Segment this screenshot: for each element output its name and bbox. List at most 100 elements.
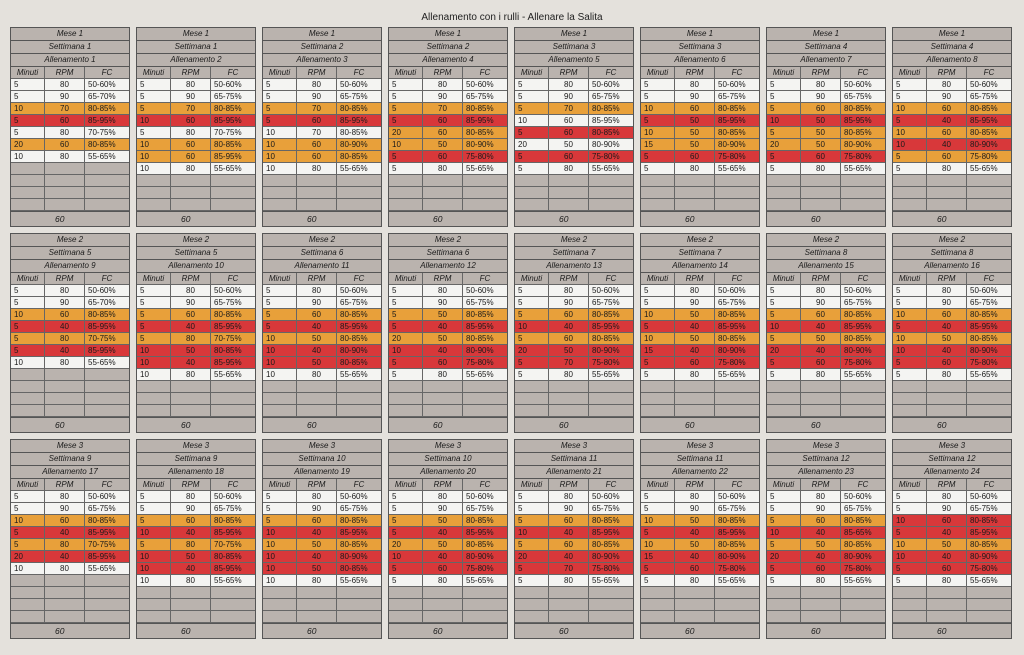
card-allenamento: Allenamento 4 — [389, 54, 507, 67]
cell-fc: 55-65% — [340, 576, 368, 585]
table-row: 5 90 65-75% — [263, 297, 381, 309]
empty-cell — [767, 175, 801, 186]
empty-cell — [641, 405, 675, 416]
table-row: 5 50 80-85% — [389, 515, 507, 527]
cell-fc: 55-65% — [844, 576, 872, 585]
col-header-rpm: RPM — [927, 67, 967, 78]
table-row: 20 40 80-90% — [767, 551, 885, 563]
empty-row — [641, 199, 759, 211]
col-header-rpm: RPM — [423, 67, 463, 78]
table-row: 5 60 75-80% — [641, 357, 759, 369]
cell-fc: 55-65% — [466, 370, 494, 379]
empty-cell — [423, 587, 463, 598]
empty-row — [515, 599, 633, 611]
workout-card: Mese 2 Settimana 7 Allenamento 14 Minuti RPM… — [640, 233, 760, 433]
empty-cell — [641, 199, 675, 210]
empty-cell — [137, 199, 171, 210]
cell-minuti: 5 — [767, 503, 801, 514]
cell-fc: 80-85% — [466, 310, 494, 319]
card-settimana: Settimana 3 — [515, 41, 633, 54]
cell-rpm: 50 — [171, 345, 211, 356]
cell-rpm: 50 — [675, 309, 715, 320]
empty-row — [11, 393, 129, 405]
empty-cell — [893, 199, 927, 210]
cell-minuti: 5 — [641, 91, 675, 102]
col-header-minuti: Minuti — [389, 273, 423, 284]
table-row: 5 80 55-65% — [641, 369, 759, 381]
cell-minuti: 15 — [641, 139, 675, 150]
empty-cell — [767, 393, 801, 404]
cell-rpm: 40 — [801, 345, 841, 356]
empty-row — [641, 381, 759, 393]
cell-minuti: 20 — [767, 139, 801, 150]
table-row: 5 70 80-85% — [389, 103, 507, 115]
cell-rpm: 80 — [423, 79, 463, 90]
cell-minuti: 5 — [893, 151, 927, 162]
empty-cell — [137, 611, 171, 622]
cell-rpm: 70 — [549, 357, 589, 368]
table-row: 10 40 80-90% — [263, 551, 381, 563]
empty-cell — [137, 175, 171, 186]
cell-rpm: 40 — [423, 551, 463, 562]
cell-rpm: 90 — [549, 91, 589, 102]
cell-minuti: 5 — [11, 297, 45, 308]
cell-minuti: 5 — [641, 285, 675, 296]
empty-cell — [641, 381, 675, 392]
cell-rpm: 50 — [423, 139, 463, 150]
table-row: 5 90 65-75% — [893, 91, 1011, 103]
empty-cell — [641, 611, 675, 622]
empty-cell — [515, 587, 549, 598]
cell-minuti: 20 — [11, 551, 45, 562]
cell-fc: 65-75% — [214, 298, 242, 307]
empty-cell — [801, 187, 841, 198]
workout-card: Mese 1 Settimana 3 Allenamento 6 Minuti RPM F… — [640, 27, 760, 227]
cell-fc: 80-90% — [592, 552, 620, 561]
empty-cell — [967, 405, 1011, 416]
empty-cell — [641, 599, 675, 610]
cell-fc: 80-85% — [340, 334, 368, 343]
table-row: 5 80 55-65% — [767, 575, 885, 587]
cell-fc: 50-60% — [970, 80, 998, 89]
empty-row — [137, 587, 255, 599]
cell-minuti: 5 — [515, 539, 549, 550]
cell-rpm: 50 — [801, 139, 841, 150]
table-row: 10 40 85-95% — [515, 321, 633, 333]
table-row: 5 90 65-75% — [137, 503, 255, 515]
table-row: 20 60 80-85% — [389, 127, 507, 139]
cell-rpm: 80 — [297, 491, 337, 502]
table-row: 5 40 85-95% — [263, 321, 381, 333]
cell-minuti: 15 — [641, 551, 675, 562]
table-row: 5 80 50-60% — [389, 79, 507, 91]
cell-fc: 80-90% — [466, 140, 494, 149]
empty-cell — [515, 199, 549, 210]
empty-cell — [297, 175, 337, 186]
cell-rpm: 80 — [45, 333, 85, 344]
card-mese: Mese 2 — [767, 234, 885, 247]
cell-rpm: 50 — [675, 515, 715, 526]
cell-fc: 80-90% — [718, 140, 746, 149]
card-allenamento: Allenamento 12 — [389, 260, 507, 273]
cell-minuti: 5 — [389, 285, 423, 296]
card-settimana: Settimana 1 — [137, 41, 255, 54]
table-row: 10 50 80-85% — [641, 127, 759, 139]
cell-minuti: 10 — [263, 151, 297, 162]
workout-card: Mese 2 Settimana 5 Allenamento 9 Minuti RPM F… — [10, 233, 130, 433]
cell-fc: 85-95% — [88, 346, 116, 355]
cell-rpm: 90 — [423, 297, 463, 308]
empty-cell — [11, 575, 45, 586]
card-mese: Mese 3 — [767, 440, 885, 453]
cell-fc: 50-60% — [970, 492, 998, 501]
table-row: 20 50 80-85% — [389, 333, 507, 345]
cell-rpm: 60 — [801, 515, 841, 526]
cell-rpm: 60 — [675, 357, 715, 368]
cell-minuti: 5 — [641, 151, 675, 162]
card-allenamento: Allenamento 18 — [137, 466, 255, 479]
workout-card: Mese 1 Settimana 2 Allenamento 3 Minuti RPM F… — [262, 27, 382, 227]
empty-cell — [549, 381, 589, 392]
cell-fc: 80-85% — [718, 310, 746, 319]
table-row: 10 80 55-65% — [137, 575, 255, 587]
cell-minuti: 5 — [641, 321, 675, 332]
table-row: 5 40 85-95% — [893, 527, 1011, 539]
cell-minuti: 5 — [893, 357, 927, 368]
column-headers: Minuti RPM FC — [137, 67, 255, 79]
